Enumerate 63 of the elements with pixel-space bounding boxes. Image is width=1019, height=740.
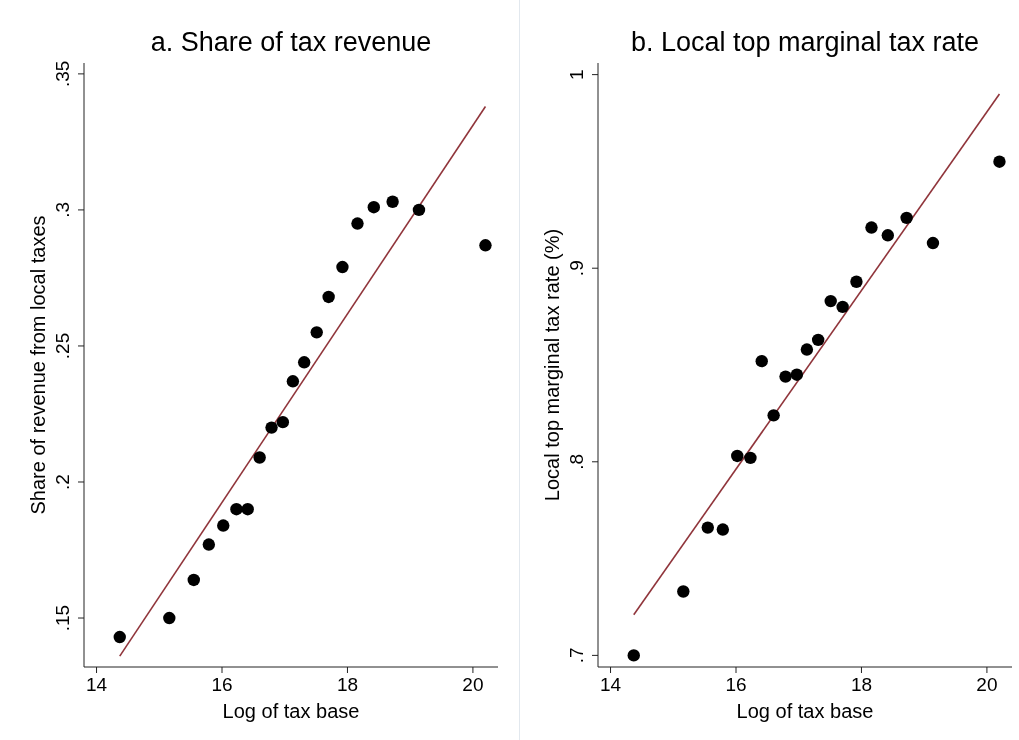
point bbox=[479, 239, 492, 252]
point bbox=[351, 217, 364, 230]
y-tick-label: .7 bbox=[565, 647, 587, 664]
point bbox=[230, 503, 243, 516]
y-tick-label: .35 bbox=[51, 60, 73, 88]
y-tick-label: .3 bbox=[51, 201, 73, 218]
x-tick-label: 20 bbox=[976, 674, 998, 696]
point bbox=[286, 375, 300, 388]
point bbox=[677, 585, 690, 598]
x-tick-label: 18 bbox=[850, 674, 873, 696]
point bbox=[865, 221, 878, 234]
x-tick-label: 16 bbox=[725, 674, 747, 696]
point bbox=[253, 451, 266, 464]
point bbox=[811, 333, 825, 347]
point bbox=[202, 538, 216, 551]
point bbox=[701, 521, 714, 534]
point bbox=[367, 201, 380, 214]
point bbox=[310, 326, 323, 339]
point bbox=[836, 300, 849, 314]
point bbox=[731, 449, 744, 463]
x-axis-title: Log of tax base bbox=[736, 700, 874, 722]
x-tick-label: 16 bbox=[211, 674, 233, 696]
y-tick-label: .8 bbox=[565, 453, 587, 470]
point bbox=[716, 523, 730, 536]
point bbox=[265, 421, 278, 434]
point bbox=[900, 211, 913, 225]
point bbox=[850, 275, 863, 288]
point bbox=[800, 343, 814, 356]
y-tick-label: .25 bbox=[51, 332, 73, 360]
x-tick-label: 20 bbox=[462, 674, 484, 696]
chart-title: a. Share of tax revenue bbox=[149, 26, 433, 58]
point bbox=[627, 649, 640, 662]
point bbox=[779, 370, 792, 383]
point bbox=[187, 573, 200, 587]
chart-title: b. Local top marginal tax rate bbox=[629, 26, 981, 58]
point bbox=[824, 294, 837, 308]
point bbox=[113, 630, 126, 644]
y-tick-label: 1 bbox=[565, 69, 587, 80]
y-tick-label: .2 bbox=[51, 474, 73, 490]
point bbox=[336, 260, 349, 274]
y-axis-title: Local top marginal tax rate (%) bbox=[541, 228, 563, 502]
x-tick-label: 14 bbox=[85, 674, 108, 696]
point bbox=[926, 236, 940, 250]
point bbox=[322, 290, 335, 304]
x-tick-label: 14 bbox=[599, 674, 622, 696]
point bbox=[790, 368, 804, 381]
point bbox=[744, 451, 757, 465]
point bbox=[297, 356, 311, 369]
y-tick-label: .9 bbox=[565, 260, 587, 277]
y-axis-title: Share of revenue from local taxes bbox=[27, 215, 49, 515]
point bbox=[163, 611, 176, 625]
point bbox=[881, 229, 894, 242]
point bbox=[386, 195, 399, 208]
point bbox=[241, 503, 254, 516]
point bbox=[993, 155, 1006, 168]
point bbox=[767, 409, 780, 422]
x-axis-title: Log of tax base bbox=[222, 700, 360, 722]
y-tick-label: .15 bbox=[51, 604, 73, 632]
x-tick-label: 18 bbox=[336, 674, 359, 696]
point bbox=[755, 354, 768, 368]
point bbox=[276, 415, 290, 429]
point bbox=[217, 519, 230, 532]
point bbox=[412, 203, 426, 217]
